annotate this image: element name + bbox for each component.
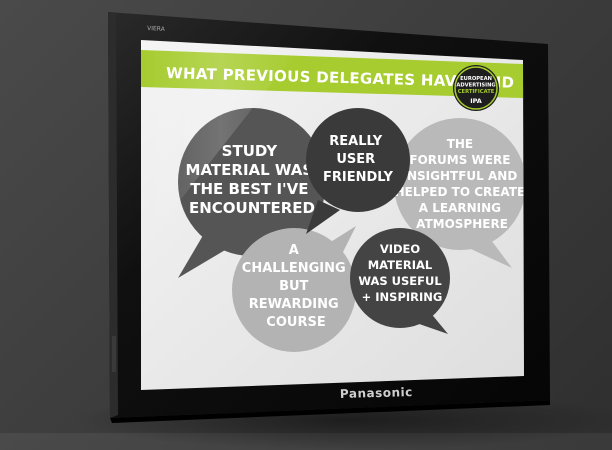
tv-brand-logo: Panasonic <box>340 385 413 401</box>
tv-bottom-edge <box>110 400 550 423</box>
logo-line-3: CERTIFICATE <box>458 89 495 95</box>
eac-logo: EUROPEAN ADVERTISING CERTIFICATE IPA <box>453 65 499 111</box>
tv-side-button <box>112 336 116 372</box>
photo-scene: VIERA Panasonic WHAT PREVIOUS DELEGATES … <box>108 12 550 423</box>
bubble-tail <box>306 200 340 234</box>
slide: WHAT PREVIOUS DELEGATES HAVE SAID EUROPE… <box>141 40 530 352</box>
quote-text-study-material: STUDY MATERIAL WAS THE BEST I'VE ENCOUNT… <box>186 142 319 217</box>
quote-bubble-user-friendly: REALLY USER FRIENDLY <box>306 108 410 234</box>
quote-bubble-challenging: A CHALLENGING BUT REWARDING COURSE <box>232 226 356 352</box>
quote-bubble-video-material: VIDEO MATERIAL WAS USEFUL + INSPIRING <box>350 228 450 334</box>
screen-glare <box>141 40 300 250</box>
tv-model-label: VIERA <box>147 25 166 33</box>
logo-line-1: EUROPEAN <box>460 76 492 82</box>
quote-text-video-material: VIDEO MATERIAL WAS USEFUL + INSPIRING <box>358 242 445 304</box>
logo-line-2: ADVERTISING <box>456 83 495 89</box>
quote-bubble-forums: THE FORUMS WERE INSIGHTFUL AND HELPED TO… <box>394 118 530 268</box>
tv-bezel-edge <box>108 12 118 418</box>
logo-org: IPA <box>470 97 482 105</box>
quote-text-user-friendly: REALLY USER FRIENDLY <box>323 134 394 185</box>
quote-text-forums: THE FORUMS WERE INSIGHTFUL AND HELPED TO… <box>395 137 530 231</box>
quote-text-challenging: A CHALLENGING BUT REWARDING COURSE <box>242 243 350 330</box>
